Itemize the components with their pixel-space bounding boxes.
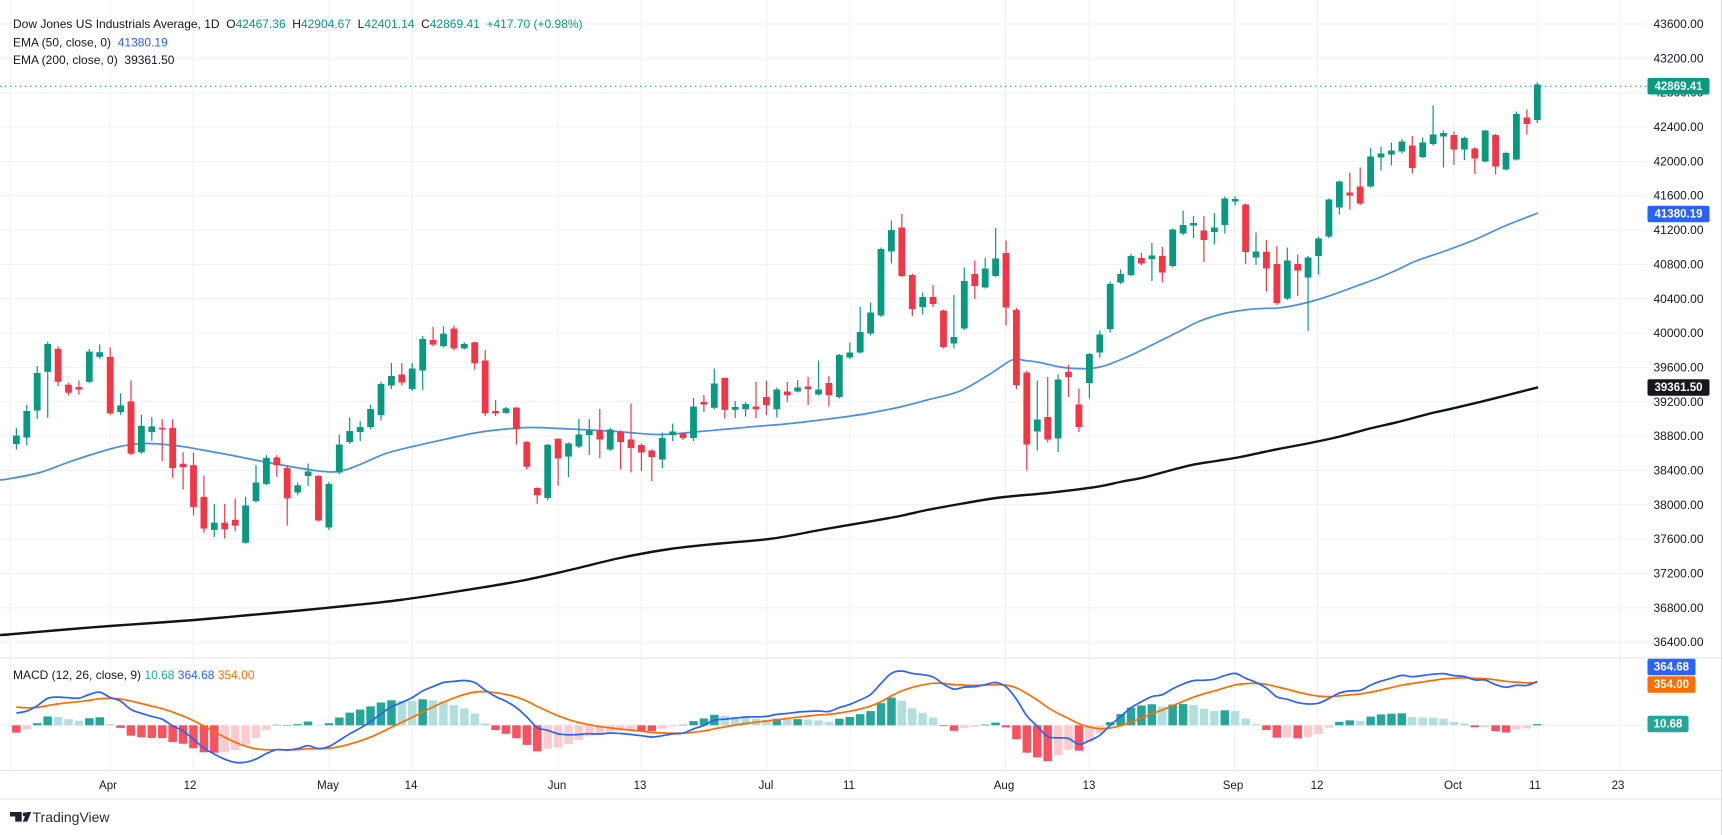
svg-text:MACD (12, 26, close, 9) 10.68: MACD (12, 26, close, 9) 10.68 364.68 354… [13,668,255,682]
svg-text:41200.00: 41200.00 [1653,223,1703,237]
svg-text:12: 12 [1311,780,1324,792]
svg-text:14: 14 [405,780,418,792]
svg-text:Sep: Sep [1223,780,1243,792]
svg-text:TradingView: TradingView [33,809,111,825]
svg-text:40400.00: 40400.00 [1653,292,1703,306]
svg-text:43600.00: 43600.00 [1653,17,1703,31]
svg-text:36800.00: 36800.00 [1653,601,1703,615]
svg-text:40800.00: 40800.00 [1653,257,1703,271]
svg-text:42400.00: 42400.00 [1653,120,1703,134]
svg-text:Apr: Apr [99,780,117,792]
svg-text:42869.41: 42869.41 [1655,81,1704,93]
svg-text:39600.00: 39600.00 [1653,360,1703,374]
svg-text:13: 13 [634,780,647,792]
svg-text:May: May [317,780,339,792]
svg-text:10.68: 10.68 [1654,719,1683,731]
svg-text:38000.00: 38000.00 [1653,498,1703,512]
svg-text:43200.00: 43200.00 [1653,51,1703,65]
svg-text:23: 23 [1612,780,1625,792]
svg-text:39361.50: 39361.50 [1655,382,1703,394]
svg-text:40000.00: 40000.00 [1653,326,1703,340]
svg-text:13: 13 [1083,780,1096,792]
svg-text:42000.00: 42000.00 [1653,154,1703,168]
svg-text:Aug: Aug [994,780,1014,792]
svg-text:364.68: 364.68 [1654,662,1690,674]
svg-text:11: 11 [843,780,855,792]
svg-text:12: 12 [184,780,197,792]
svg-text:EMA (200, close, 0) 39361.50: EMA (200, close, 0) 39361.50 [13,53,175,67]
svg-text:37600.00: 37600.00 [1653,532,1703,546]
svg-text:41380.19: 41380.19 [1655,209,1703,221]
svg-text:37200.00: 37200.00 [1653,567,1703,581]
svg-text:Jun: Jun [548,780,567,792]
svg-text:11: 11 [1529,780,1541,792]
svg-text:39200.00: 39200.00 [1653,395,1703,409]
svg-text:41600.00: 41600.00 [1653,189,1703,203]
svg-text:EMA (50, close, 0) 41380.19: EMA (50, close, 0) 41380.19 [13,36,168,50]
svg-text:Jul: Jul [759,780,774,792]
svg-text:354.00: 354.00 [1654,679,1689,691]
svg-text:Dow Jones US Industrials Avera: Dow Jones US Industrials Average, 1D O42… [13,17,583,31]
svg-text:38400.00: 38400.00 [1653,464,1703,478]
svg-text:Oct: Oct [1444,780,1463,792]
svg-text:36400.00: 36400.00 [1653,635,1703,649]
svg-text:38800.00: 38800.00 [1653,429,1703,443]
